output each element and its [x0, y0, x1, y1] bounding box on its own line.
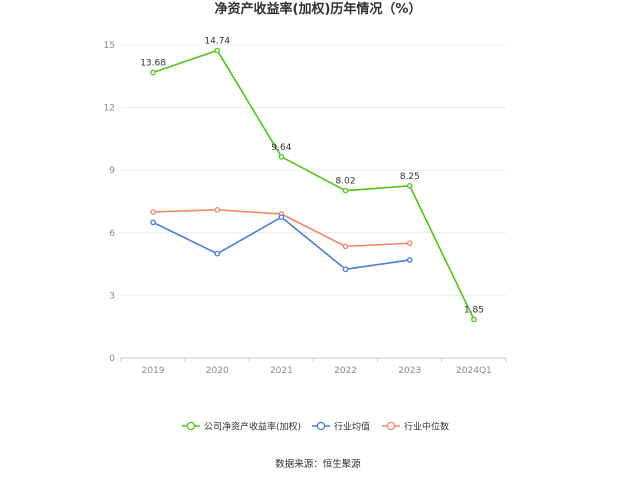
legend[interactable]: 公司净资产收益率(加权) 行业均值 行业中位数	[182, 421, 449, 433]
x-tick-label: 2020	[206, 366, 229, 376]
data-point[interactable]	[342, 266, 349, 273]
legend-label: 公司净资产收益率(加权)	[204, 421, 301, 433]
y-tick-label: 0	[109, 354, 115, 364]
x-tick-label: 2021	[270, 366, 293, 376]
y-tick-label: 9	[109, 166, 115, 176]
data-point[interactable]	[471, 316, 477, 323]
y-tick-label: 3	[109, 291, 115, 301]
data-label: 8.02	[336, 177, 356, 187]
data-point[interactable]	[150, 209, 156, 215]
series-data-labels: 13.68 14.74 9.64 8.02 8.25 1.85	[140, 36, 484, 315]
y-tick-label: 12	[104, 104, 115, 114]
data-point[interactable]	[406, 183, 413, 189]
data-point[interactable]	[406, 257, 413, 263]
y-tick-label: 6	[109, 229, 115, 239]
series-points	[150, 47, 477, 323]
data-label: 8.25	[400, 172, 420, 182]
legend-item[interactable]: 公司净资产收益率(加权)	[182, 421, 301, 433]
data-label: 14.74	[204, 36, 230, 46]
series-line	[152, 216, 410, 271]
data-point[interactable]	[150, 219, 156, 226]
data-point[interactable]	[214, 47, 221, 54]
legend-swatch-marker	[186, 421, 196, 431]
legend-item[interactable]: 行业均值	[312, 421, 370, 433]
legend-item[interactable]: 行业中位数	[382, 421, 449, 433]
data-label: 13.68	[140, 59, 166, 69]
data-point[interactable]	[214, 206, 221, 213]
x-tick-label: 2019	[142, 366, 165, 376]
y-axis: 0 3 6 9 12 15	[104, 41, 116, 364]
x-tick-label: 2022	[334, 366, 357, 376]
data-point[interactable]	[342, 187, 349, 194]
y-tick-label: 15	[104, 41, 115, 51]
data-point[interactable]	[150, 69, 156, 76]
data-label: 1.85	[464, 305, 484, 315]
data-point[interactable]	[342, 243, 349, 250]
chart-title: 净资产收益率(加权)历年情况（%）	[215, 1, 422, 17]
grid-lines	[121, 44, 506, 296]
x-tick-label: 2023	[398, 366, 421, 376]
data-point[interactable]	[406, 240, 413, 247]
data-point[interactable]	[278, 153, 285, 160]
x-axis: 2019 2020 2021 2022 2023 2024Q1	[120, 357, 507, 376]
legend-swatch-marker	[386, 421, 396, 431]
x-tick-label: 2024Q1	[456, 366, 492, 376]
data-label: 9.64	[271, 143, 291, 153]
legend-swatch-marker	[316, 421, 326, 431]
data-point[interactable]	[278, 214, 285, 220]
source-label: 数据来源：恒生聚源	[275, 458, 361, 470]
series-lines	[152, 49, 475, 320]
legend-label: 行业中位数	[404, 421, 449, 433]
legend-label: 行业均值	[334, 421, 370, 433]
series-line	[152, 49, 475, 320]
data-point[interactable]	[214, 250, 221, 257]
